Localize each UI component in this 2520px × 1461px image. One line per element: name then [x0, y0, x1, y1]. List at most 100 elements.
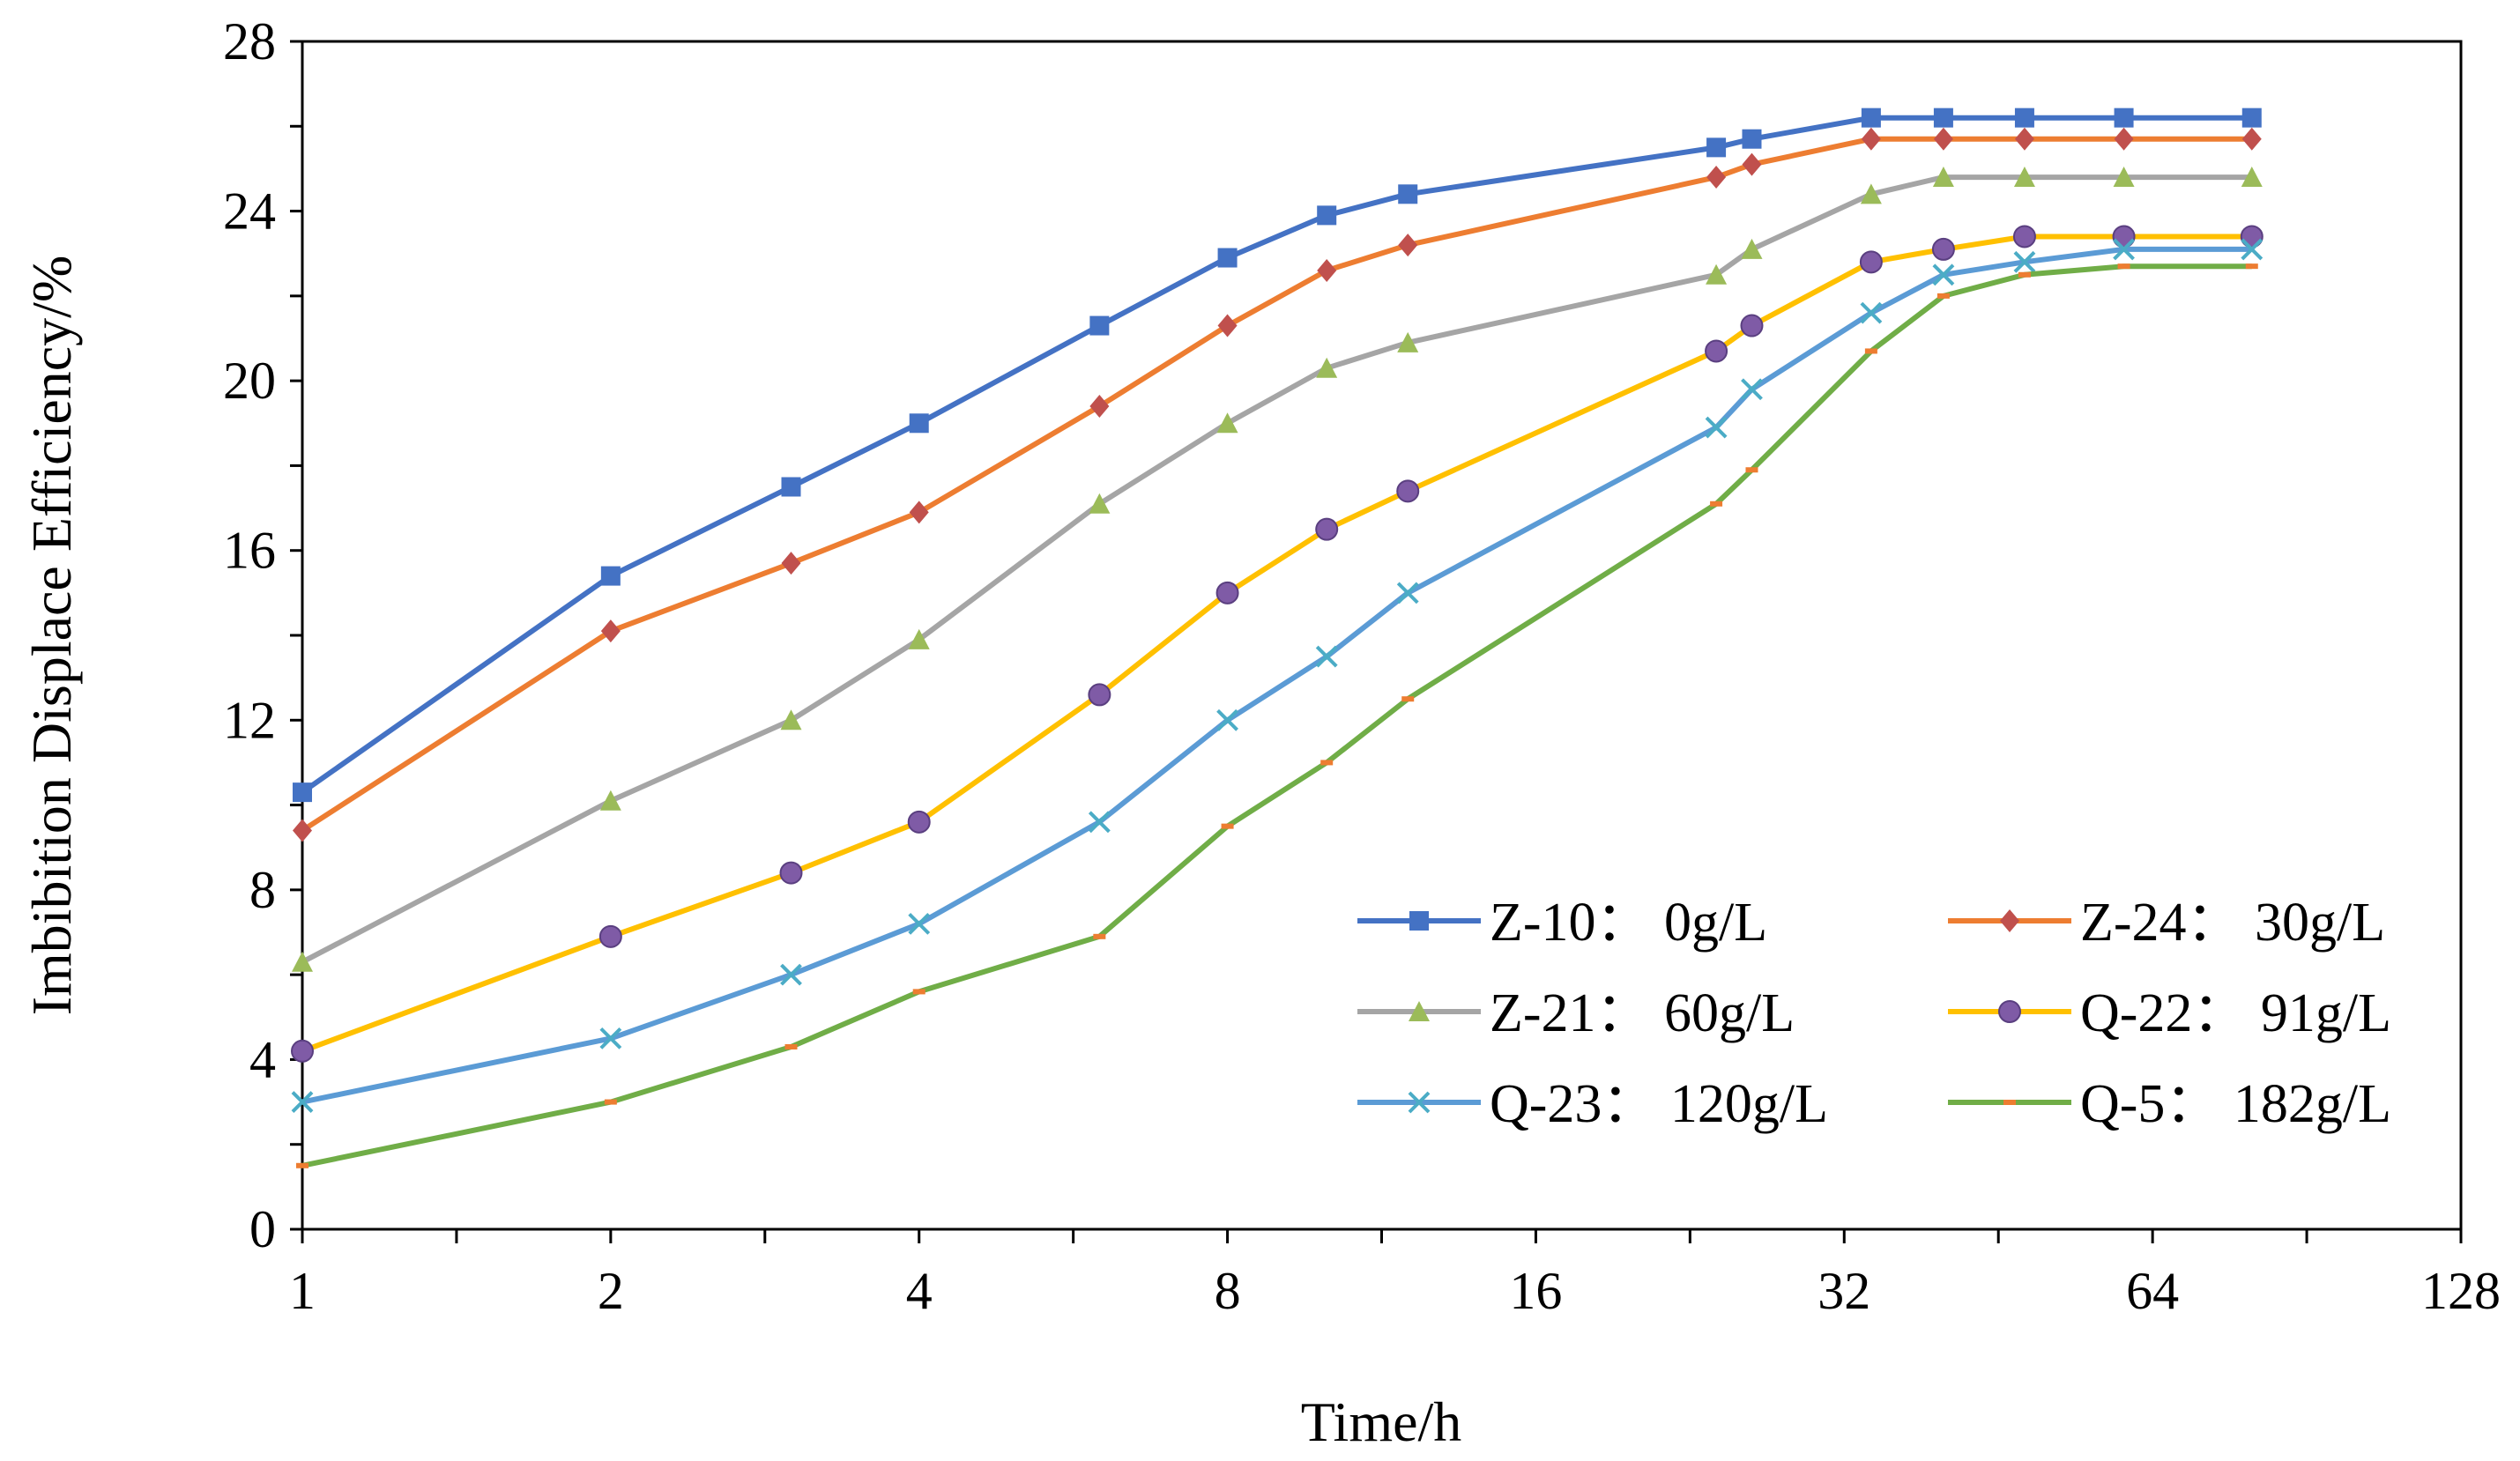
- data-point: [2013, 167, 2035, 188]
- x-tick-label: 128: [2421, 1262, 2501, 1320]
- data-point: [1864, 348, 1877, 354]
- data-point: [1745, 467, 1758, 473]
- series-4: [291, 238, 2264, 1113]
- data-point: [291, 1091, 314, 1113]
- data-point: [1933, 127, 1953, 151]
- y-tick-label: 28: [223, 12, 276, 70]
- data-point: [2014, 108, 2034, 128]
- data-point: [1397, 331, 1419, 352]
- data-point: [1215, 581, 1239, 604]
- y-tick-label: 0: [249, 1200, 276, 1258]
- series-1: [293, 127, 2262, 842]
- legend-label: Z-21： 60g/L: [1490, 983, 1795, 1043]
- data-point: [780, 709, 802, 730]
- x-axis-ticks: 1 2 4 8 16 32 64 128: [289, 1229, 2501, 1320]
- data-point: [1742, 152, 1762, 176]
- data-point: [2000, 909, 2019, 932]
- data-point: [1741, 378, 1763, 401]
- data-point: [1860, 183, 1882, 204]
- y-tick-label: 20: [223, 352, 276, 410]
- data-point: [1409, 1001, 1430, 1021]
- data-point: [912, 989, 925, 995]
- data-point: [2241, 127, 2262, 151]
- y-tick-label: 12: [223, 691, 276, 749]
- data-point: [1408, 1091, 1431, 1114]
- data-point: [1396, 479, 1420, 503]
- data-point: [2113, 167, 2135, 188]
- y-axis-title: Imbibition Displace Efficiency/%: [20, 256, 83, 1016]
- data-point: [1860, 301, 1883, 324]
- data-point: [1933, 108, 1953, 128]
- data-point: [2114, 108, 2134, 128]
- legend-item: Q-23： 120g/L: [1357, 1074, 1828, 1134]
- data-point: [599, 1027, 622, 1049]
- data-point: [2012, 225, 2036, 248]
- y-tick-label: 16: [223, 522, 276, 580]
- data-point: [908, 912, 931, 935]
- data-point: [1217, 314, 1238, 337]
- data-point: [781, 552, 801, 575]
- legend-item: Q-5： 182g/L: [1948, 1074, 2391, 1134]
- data-point: [2013, 250, 2036, 273]
- data-point: [293, 782, 312, 803]
- data-point: [780, 963, 802, 986]
- data-point: [1221, 823, 1234, 829]
- data-point: [1705, 416, 1728, 439]
- y-tick-label: 4: [249, 1030, 276, 1088]
- data-point: [2241, 167, 2263, 188]
- legend-label: Z-24： 30g/L: [2080, 893, 2385, 953]
- x-tick-label: 2: [598, 1262, 624, 1320]
- data-point: [784, 1043, 798, 1049]
- x-tick-label: 32: [1818, 1262, 1870, 1320]
- legend: Z-10： 0g/L Z-24： 30g/L Z-21： 60g/L Q-22： 91…: [1357, 893, 2391, 1134]
- data-point: [1706, 166, 1727, 189]
- series-layer: [291, 108, 2264, 1168]
- data-point: [1740, 314, 1764, 337]
- data-point: [1861, 108, 1881, 128]
- data-point: [1093, 933, 1106, 939]
- data-point: [1398, 234, 1418, 257]
- series-0: [293, 108, 2262, 803]
- data-point: [1317, 258, 1337, 282]
- y-axis-ticks: 0 4 8 12 16 20 24 28: [223, 12, 302, 1258]
- data-point: [908, 628, 930, 649]
- data-point: [1932, 263, 1955, 286]
- series-2: [292, 167, 2263, 972]
- data-point: [1932, 167, 1954, 188]
- data-point: [598, 924, 622, 948]
- data-point: [604, 1099, 617, 1105]
- data-point: [1401, 696, 1415, 702]
- data-point: [2114, 127, 2134, 151]
- data-point: [1216, 412, 1238, 434]
- data-point: [1398, 184, 1418, 204]
- data-point: [1088, 683, 1111, 707]
- data-point: [293, 819, 312, 842]
- data-point: [1315, 645, 1338, 668]
- data-point: [1217, 248, 1238, 268]
- data-point: [779, 861, 803, 885]
- legend-item: Z-24： 30g/L: [1948, 893, 2385, 953]
- data-point: [781, 477, 801, 497]
- data-point: [1710, 501, 1723, 507]
- data-point: [909, 413, 929, 434]
- data-point: [1317, 205, 1337, 226]
- series-3: [291, 225, 2264, 1063]
- data-point: [1089, 395, 1110, 419]
- data-point: [909, 501, 929, 524]
- data-point: [1931, 237, 1955, 261]
- data-point: [1316, 357, 1338, 378]
- data-point: [1859, 250, 1883, 274]
- data-point: [599, 790, 621, 811]
- data-point: [600, 566, 621, 586]
- x-tick-label: 64: [2126, 1262, 2179, 1320]
- data-point: [2117, 263, 2130, 270]
- legend-item: Z-10： 0g/L: [1357, 893, 1767, 953]
- data-point: [1741, 238, 1763, 259]
- data-point: [1861, 127, 1881, 151]
- data-point: [2241, 238, 2264, 261]
- data-point: [291, 1039, 314, 1063]
- data-point: [600, 619, 621, 643]
- data-point: [1315, 517, 1339, 541]
